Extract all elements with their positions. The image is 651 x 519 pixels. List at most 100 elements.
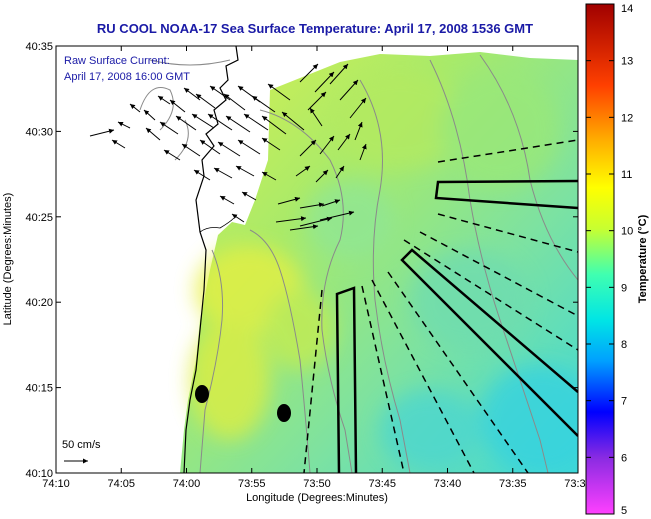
current-vector bbox=[277, 196, 301, 205]
current-vector bbox=[207, 113, 233, 131]
y-axis-label: Latitude (Degrees:Minutes) bbox=[2, 193, 14, 326]
colorbar-tick-label: 8 bbox=[621, 339, 627, 351]
x-tick-label: 74:00 bbox=[173, 478, 201, 490]
colorbar-tick-label: 7 bbox=[621, 396, 627, 408]
current-vector bbox=[307, 91, 327, 111]
current-vector bbox=[299, 216, 333, 227]
x-tick-label: 73:50 bbox=[303, 478, 331, 490]
survey-box-south bbox=[335, 286, 358, 473]
current-vector bbox=[295, 165, 311, 177]
colorbar bbox=[585, 3, 615, 515]
current-vector bbox=[289, 224, 319, 231]
colorbar-tick-label: 12 bbox=[621, 112, 633, 124]
colorbar-tick-label: 14 bbox=[621, 3, 633, 15]
current-label-line1: Raw Surface Current: bbox=[64, 55, 170, 67]
current-vector bbox=[354, 121, 363, 141]
current-vector bbox=[157, 95, 171, 105]
current-vector bbox=[319, 135, 335, 155]
radar-site-south bbox=[277, 404, 291, 422]
current-vector bbox=[251, 95, 276, 113]
x-axis: 74:10 74:05 74:00 73:55 73:50 73:45 73:40 73:35… bbox=[42, 46, 592, 490]
x-tick-label: 73:55 bbox=[238, 478, 266, 490]
current-vector bbox=[193, 169, 211, 181]
x-tick-label: 74:05 bbox=[107, 478, 135, 490]
y-tick-label: 40:20 bbox=[25, 297, 53, 309]
current-vector bbox=[195, 93, 216, 109]
current-vector bbox=[299, 63, 319, 83]
current-vector bbox=[315, 169, 329, 183]
current-vector bbox=[337, 133, 351, 151]
current-vector bbox=[159, 121, 179, 135]
y-tick-label: 40:30 bbox=[25, 126, 53, 138]
map-plot-area bbox=[56, 46, 578, 473]
surface-current-vectors bbox=[89, 63, 367, 231]
figure-title: RU COOL NOAA-17 Sea Surface Temperature:… bbox=[97, 21, 533, 36]
current-vector bbox=[261, 171, 277, 181]
current-vector bbox=[319, 210, 355, 221]
coastline bbox=[183, 46, 239, 473]
current-vector bbox=[237, 139, 261, 155]
current-vector bbox=[163, 149, 181, 161]
radar-site-north bbox=[195, 385, 209, 403]
survey-boxes bbox=[335, 179, 578, 473]
y-tick-label: 40:35 bbox=[25, 41, 53, 53]
current-vector bbox=[299, 139, 317, 157]
y-tick-label: 40:25 bbox=[25, 212, 53, 224]
colorbar-tick-label: 10 bbox=[621, 226, 633, 238]
x-axis-label: Longitude (Degrees:Minutes) bbox=[246, 492, 388, 504]
y-axis: 40:10 40:15 40:20 40:25 40:30 40:35 bbox=[25, 41, 578, 480]
current-vector bbox=[191, 113, 215, 129]
current-vector bbox=[267, 83, 291, 101]
x-tick-label: 74:10 bbox=[42, 478, 70, 490]
colorbar-tick-label: 13 bbox=[621, 56, 633, 68]
x-tick-label: 73:35 bbox=[499, 478, 527, 490]
current-vector bbox=[349, 97, 367, 119]
inner-shoreline bbox=[199, 217, 235, 233]
current-vector bbox=[199, 139, 221, 155]
current-vector bbox=[321, 199, 341, 207]
current-vector bbox=[241, 191, 257, 201]
current-vector bbox=[219, 195, 235, 205]
survey-box-east bbox=[434, 179, 578, 210]
current-vector bbox=[235, 165, 255, 177]
current-vector bbox=[145, 127, 161, 141]
current-vector bbox=[359, 143, 367, 161]
x-tick-label: 73:45 bbox=[368, 478, 396, 490]
x-tick-label: 73:30 bbox=[564, 478, 592, 490]
colorbar-label: Temperature (°C) bbox=[637, 214, 649, 303]
current-vector bbox=[299, 202, 325, 209]
colorbar-tick-label: 9 bbox=[621, 282, 627, 294]
current-vector bbox=[309, 107, 323, 127]
scale-label: 50 cm/s bbox=[62, 439, 101, 451]
current-vector bbox=[231, 213, 245, 223]
current-vector bbox=[117, 121, 131, 129]
bathymetry-contours bbox=[139, 54, 578, 473]
current-vector bbox=[89, 128, 115, 137]
current-vector bbox=[181, 143, 201, 157]
current-vector bbox=[335, 165, 345, 179]
current-vector bbox=[275, 216, 307, 223]
colorbar-tick-label: 5 bbox=[621, 505, 627, 517]
current-vector bbox=[314, 71, 335, 93]
current-vector bbox=[339, 79, 359, 101]
y-tick-label: 40:10 bbox=[25, 468, 53, 480]
current-vector bbox=[217, 141, 241, 157]
transect-lines bbox=[303, 139, 578, 473]
survey-box-southeast bbox=[400, 248, 578, 437]
current-vector bbox=[143, 109, 156, 121]
current-vector bbox=[175, 115, 197, 131]
current-vector bbox=[225, 115, 251, 133]
x-tick-label: 73:40 bbox=[434, 478, 462, 490]
current-vector bbox=[213, 167, 233, 179]
current-vector bbox=[329, 63, 349, 85]
current-vector bbox=[243, 113, 269, 131]
current-vector bbox=[129, 103, 141, 113]
colorbar-tick-label: 6 bbox=[621, 452, 627, 464]
current-vector bbox=[261, 115, 287, 135]
current-vector bbox=[169, 99, 186, 113]
current-vector bbox=[223, 93, 246, 111]
colorbar-tick-label: 11 bbox=[621, 169, 632, 181]
colorbar-ticks: 5 6 7 8 9 10 11 12 13 14 bbox=[586, 3, 633, 517]
current-vector bbox=[111, 139, 126, 149]
